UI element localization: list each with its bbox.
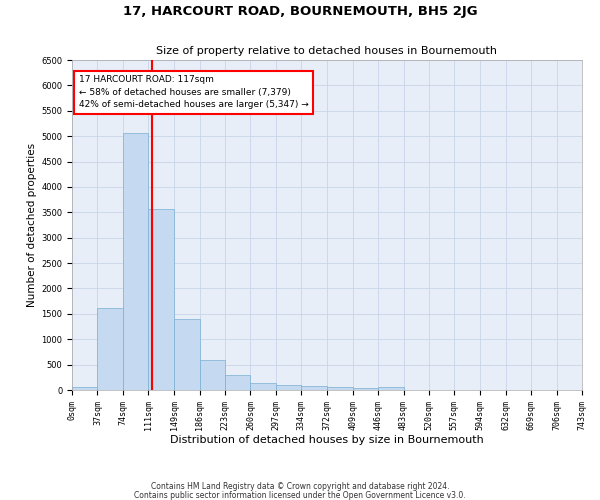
Bar — [276, 385, 301, 390]
Bar — [378, 386, 404, 390]
Bar — [97, 308, 123, 390]
Bar — [250, 383, 276, 390]
Text: 17 HARCOURT ROAD: 117sqm
← 58% of detached houses are smaller (7,379)
42% of sem: 17 HARCOURT ROAD: 117sqm ← 58% of detach… — [79, 75, 308, 109]
Text: 17, HARCOURT ROAD, BOURNEMOUTH, BH5 2JG: 17, HARCOURT ROAD, BOURNEMOUTH, BH5 2JG — [122, 5, 478, 18]
Y-axis label: Number of detached properties: Number of detached properties — [27, 143, 37, 307]
Text: Contains public sector information licensed under the Open Government Licence v3: Contains public sector information licen… — [134, 490, 466, 500]
Bar — [353, 388, 378, 390]
Title: Size of property relative to detached houses in Bournemouth: Size of property relative to detached ho… — [157, 46, 497, 56]
Bar — [328, 387, 353, 390]
Text: Contains HM Land Registry data © Crown copyright and database right 2024.: Contains HM Land Registry data © Crown c… — [151, 482, 449, 491]
Bar — [301, 386, 326, 390]
Bar — [225, 376, 250, 390]
X-axis label: Distribution of detached houses by size in Bournemouth: Distribution of detached houses by size … — [170, 436, 484, 446]
Bar — [200, 360, 225, 390]
Bar — [174, 320, 200, 390]
Bar — [123, 133, 148, 390]
Bar — [148, 209, 173, 390]
Bar — [72, 387, 97, 390]
